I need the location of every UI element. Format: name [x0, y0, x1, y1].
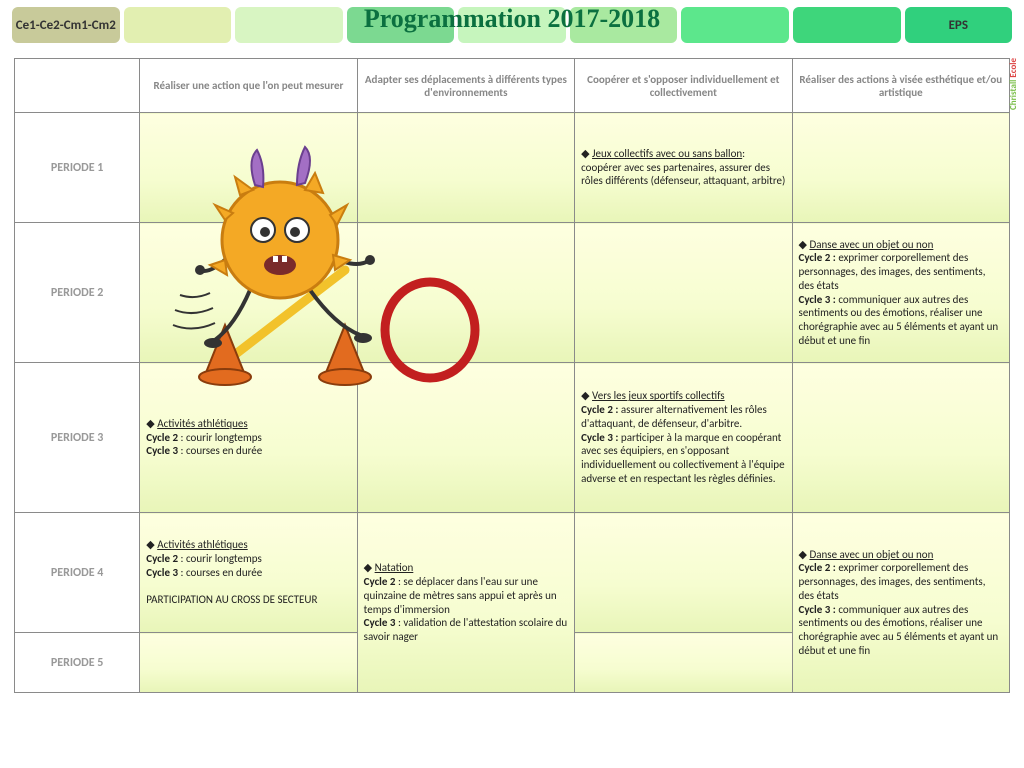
- p5-c3: [575, 633, 792, 693]
- p3-c3: ◆ Vers les jeux sportifs collectifs Cycl…: [575, 363, 792, 513]
- p2-c2: [357, 223, 574, 363]
- p4-c4-c2lbl: Cycle 2 :: [799, 561, 836, 574]
- p3-c1-c3lbl: Cycle 3: [146, 444, 178, 457]
- p1-c2: [357, 113, 574, 223]
- p3-c1: ◆ Activités athlétiques Cycle 2 : courir…: [140, 363, 357, 513]
- p4-c2-c3: : validation de l'attestation scolaire d…: [364, 616, 567, 643]
- row-periode-2: PERIODE 2 ◆ Danse avec un objet ou non C…: [15, 223, 1010, 363]
- row-periode-4: PERIODE 4 ◆ Activités athlétiques Cycle …: [15, 513, 1010, 633]
- p1-c1: [140, 113, 357, 223]
- p4-c2-lead: Natation: [375, 561, 414, 574]
- p4p5-c4: ◆ Danse avec un objet ou non Cycle 2 : e…: [792, 513, 1009, 693]
- p4p5-c2: ◆ Natation Cycle 2 : se déplacer dans l'…: [357, 513, 574, 693]
- p2-c3: [575, 223, 792, 363]
- p3-c1-c3: : courses en durée: [178, 444, 262, 457]
- p1-c3-lead: Jeux collectifs avec ou sans ballon: [592, 147, 742, 160]
- period-4-label: PERIODE 4: [15, 513, 140, 633]
- col-header-2: Adapter ses déplacements à différents ty…: [357, 59, 574, 113]
- p4-c3: [575, 513, 792, 633]
- col-header-3: Coopérer et s'opposer individuellement e…: [575, 59, 792, 113]
- p1-c3: ◆ Jeux collectifs avec ou sans ballon: c…: [575, 113, 792, 223]
- p4-c4-c3lbl: Cycle 3 :: [799, 603, 836, 616]
- p4-c1-c3: : courses en durée: [178, 566, 262, 579]
- p5-c1: [140, 633, 357, 693]
- programme-table: Réaliser une action que l'on peut mesure…: [14, 58, 1010, 693]
- p2-c4-c2lbl: Cycle 2 :: [799, 251, 836, 264]
- p4-c2-c3lbl: Cycle 3: [364, 616, 396, 629]
- p4-c1-extra: PARTICIPATION AU CROSS DE SECTEUR: [146, 593, 317, 606]
- p3-c3-lead: Vers les jeux sportifs collectifs: [592, 389, 725, 402]
- watermark: Christall Ecole: [1008, 50, 1022, 110]
- watermark-a: Christall: [1008, 80, 1019, 110]
- pill-6: [681, 7, 789, 43]
- p3-c3-c2lbl: Cycle 2 :: [581, 403, 618, 416]
- row-periode-3: PERIODE 3 ◆ Activités athlétiques Cycle …: [15, 363, 1010, 513]
- pill-7: [793, 7, 901, 43]
- watermark-b: Ecole: [1008, 58, 1019, 78]
- p3-c3-c3lbl: Cycle 3 :: [581, 431, 618, 444]
- p4-c1-c2: : courir longtemps: [178, 552, 262, 565]
- p2-c4: ◆ Danse avec un objet ou non Cycle 2 : e…: [792, 223, 1009, 363]
- p4-c1-c2lbl: Cycle 2: [146, 552, 178, 565]
- p4-c1-c3lbl: Cycle 3: [146, 566, 178, 579]
- p3-c1-c2lbl: Cycle 2: [146, 431, 178, 444]
- p4-c1-lead: Activités athlétiques: [157, 538, 248, 551]
- p3-c2: [357, 363, 574, 513]
- pill-2: [235, 7, 343, 43]
- p3-c4: [792, 363, 1009, 513]
- p3-c1-lead: Activités athlétiques: [157, 417, 248, 430]
- p1-c4: [792, 113, 1009, 223]
- period-1-label: PERIODE 1: [15, 113, 140, 223]
- p4-c2-c2lbl: Cycle 2: [364, 575, 396, 588]
- period-5-label: PERIODE 5: [15, 633, 140, 693]
- p4-c4-lead: Danse avec un objet ou non: [809, 548, 933, 561]
- col-header-1: Réaliser une action que l'on peut mesure…: [140, 59, 357, 113]
- period-2-label: PERIODE 2: [15, 223, 140, 363]
- pill-1: [124, 7, 232, 43]
- pill-left: Ce1-Ce2-Cm1-Cm2: [12, 7, 120, 43]
- header-bar: Ce1-Ce2-Cm1-Cm2 EPS Programmation 2017-2…: [0, 0, 1024, 50]
- col-header-4: Réaliser des actions à visée esthétique …: [792, 59, 1009, 113]
- table-header-row: Réaliser une action que l'on peut mesure…: [15, 59, 1010, 113]
- p2-c4-c3lbl: Cycle 3 :: [799, 293, 836, 306]
- col-header-empty: [15, 59, 140, 113]
- p4-c1: ◆ Activités athlétiques Cycle 2 : courir…: [140, 513, 357, 633]
- pill-3: [347, 7, 455, 43]
- pill-4: [458, 7, 566, 43]
- p2-c4-lead: Danse avec un objet ou non: [809, 238, 933, 251]
- pill-5: [570, 7, 678, 43]
- p2-c1: [140, 223, 357, 363]
- pill-right: EPS: [905, 7, 1013, 43]
- row-periode-1: PERIODE 1 ◆ Jeux collectifs avec ou sans…: [15, 113, 1010, 223]
- period-3-label: PERIODE 3: [15, 363, 140, 513]
- p3-c1-c2: : courir longtemps: [178, 431, 262, 444]
